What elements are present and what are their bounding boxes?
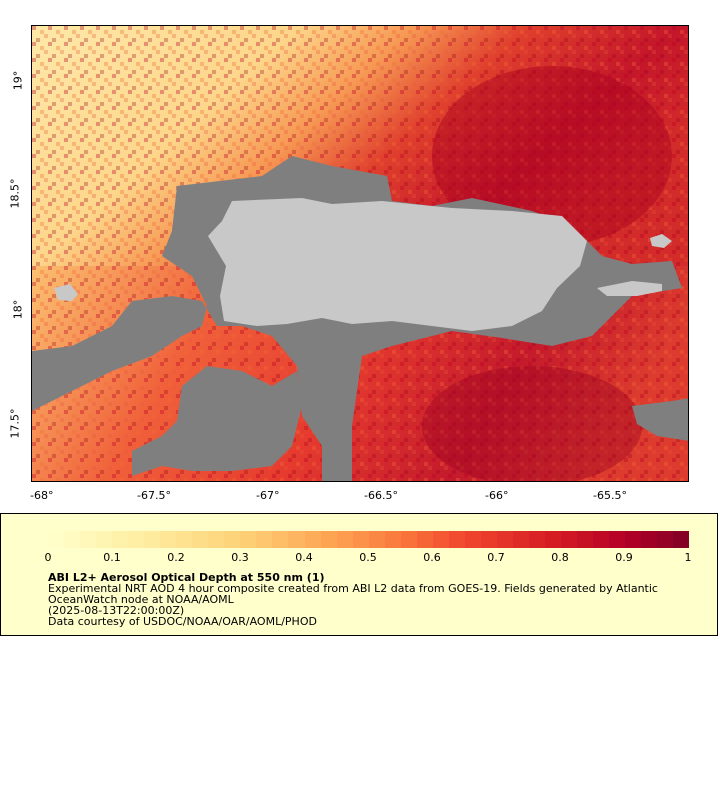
colorbar-tick-label: 0.5 <box>359 551 377 564</box>
aod-map <box>31 25 689 482</box>
lat-tick-label: 19° <box>11 70 25 91</box>
colorbar-tick-label: 0.8 <box>551 551 569 564</box>
colorbar-swatch <box>528 531 545 548</box>
lat-tick-label: 18° <box>11 299 25 320</box>
colorbar-swatch <box>432 531 449 548</box>
lon-tick-label: -65.5° <box>593 489 627 502</box>
colorbar-swatch <box>64 531 81 548</box>
colorbar <box>48 531 690 548</box>
colorbar-swatch <box>288 531 305 548</box>
colorbar-swatch <box>384 531 401 548</box>
mona-island-land <box>54 284 78 301</box>
colorbar-tick-label: 0.7 <box>487 551 505 564</box>
lon-tick-label: -68° <box>30 489 54 502</box>
colorbar-swatch <box>224 531 241 548</box>
colorbar-swatch <box>176 531 193 548</box>
colorbar-swatch <box>448 531 465 548</box>
colorbar-tick-label: 0.4 <box>295 551 313 564</box>
colorbar-swatch <box>464 531 481 548</box>
colorbar-swatch <box>561 531 578 548</box>
colorbar-swatch <box>512 531 529 548</box>
legend-credit: Data courtesy of USDOC/NOAA/OAR/AOML/PHO… <box>48 615 317 628</box>
lat-tick-label: 18.5° <box>8 178 22 209</box>
legend-title: ABI L2+ Aerosol Optical Depth at 550 nm … <box>48 571 325 584</box>
colorbar-swatch <box>352 531 369 548</box>
colorbar-swatch <box>208 531 225 548</box>
colorbar-swatch <box>368 531 385 548</box>
colorbar-swatch <box>336 531 353 548</box>
land-masses <box>54 198 672 331</box>
lat-tick-label: 17.5° <box>8 408 22 439</box>
colorbar-swatch <box>657 531 674 548</box>
colorbar-tick-label: 0 <box>44 551 52 564</box>
lon-tick-label: -67° <box>256 489 280 502</box>
legend-description: Experimental NRT AOD 4 hour composite cr… <box>48 582 658 606</box>
aod-map-canvas <box>32 26 688 481</box>
colorbar-tick-label: 1 <box>684 551 692 564</box>
aod-high-zone-ne <box>432 66 672 246</box>
colorbar-tick-label: 0.6 <box>423 551 441 564</box>
colorbar-swatch <box>673 531 690 548</box>
lon-tick-label: -67.5° <box>137 489 171 502</box>
colorbar-swatch <box>128 531 145 548</box>
lon-tick-label: -66° <box>485 489 509 502</box>
colorbar-swatch <box>320 531 337 548</box>
culebra-land <box>650 234 672 248</box>
legend-panel: 0 0.1 0.2 0.3 0.4 0.5 0.6 0.7 0.8 0.9 1 … <box>0 513 718 636</box>
colorbar-tick-label: 0.2 <box>167 551 185 564</box>
colorbar-swatch <box>304 531 321 548</box>
colorbar-swatch <box>480 531 497 548</box>
colorbar-swatch <box>609 531 626 548</box>
colorbar-swatch <box>192 531 209 548</box>
colorbar-swatch <box>496 531 513 548</box>
colorbar-swatch <box>593 531 610 548</box>
colorbar-swatch <box>625 531 642 548</box>
vieques-land <box>597 281 662 296</box>
colorbar-swatch <box>96 531 113 548</box>
colorbar-swatch <box>240 531 257 548</box>
colorbar-swatch <box>256 531 273 548</box>
colorbar-swatch <box>400 531 417 548</box>
colorbar-swatch <box>112 531 129 548</box>
colorbar-swatch <box>80 531 97 548</box>
colorbar-swatch <box>641 531 658 548</box>
colorbar-swatch <box>48 531 65 548</box>
aod-high-zone-se <box>422 366 642 481</box>
colorbar-swatch <box>577 531 594 548</box>
colorbar-tick-label: 0.9 <box>615 551 633 564</box>
legend-timestamp: (2025-08-13T22:00:00Z) <box>48 604 185 617</box>
colorbar-tick-label: 0.1 <box>103 551 121 564</box>
colorbar-swatch <box>416 531 433 548</box>
lon-tick-label: -66.5° <box>364 489 398 502</box>
colorbar-tick-label: 0.3 <box>231 551 249 564</box>
colorbar-swatch <box>544 531 561 548</box>
puerto-rico-land <box>208 198 587 331</box>
colorbar-swatch <box>160 531 177 548</box>
colorbar-swatch <box>144 531 161 548</box>
colorbar-swatch <box>272 531 289 548</box>
